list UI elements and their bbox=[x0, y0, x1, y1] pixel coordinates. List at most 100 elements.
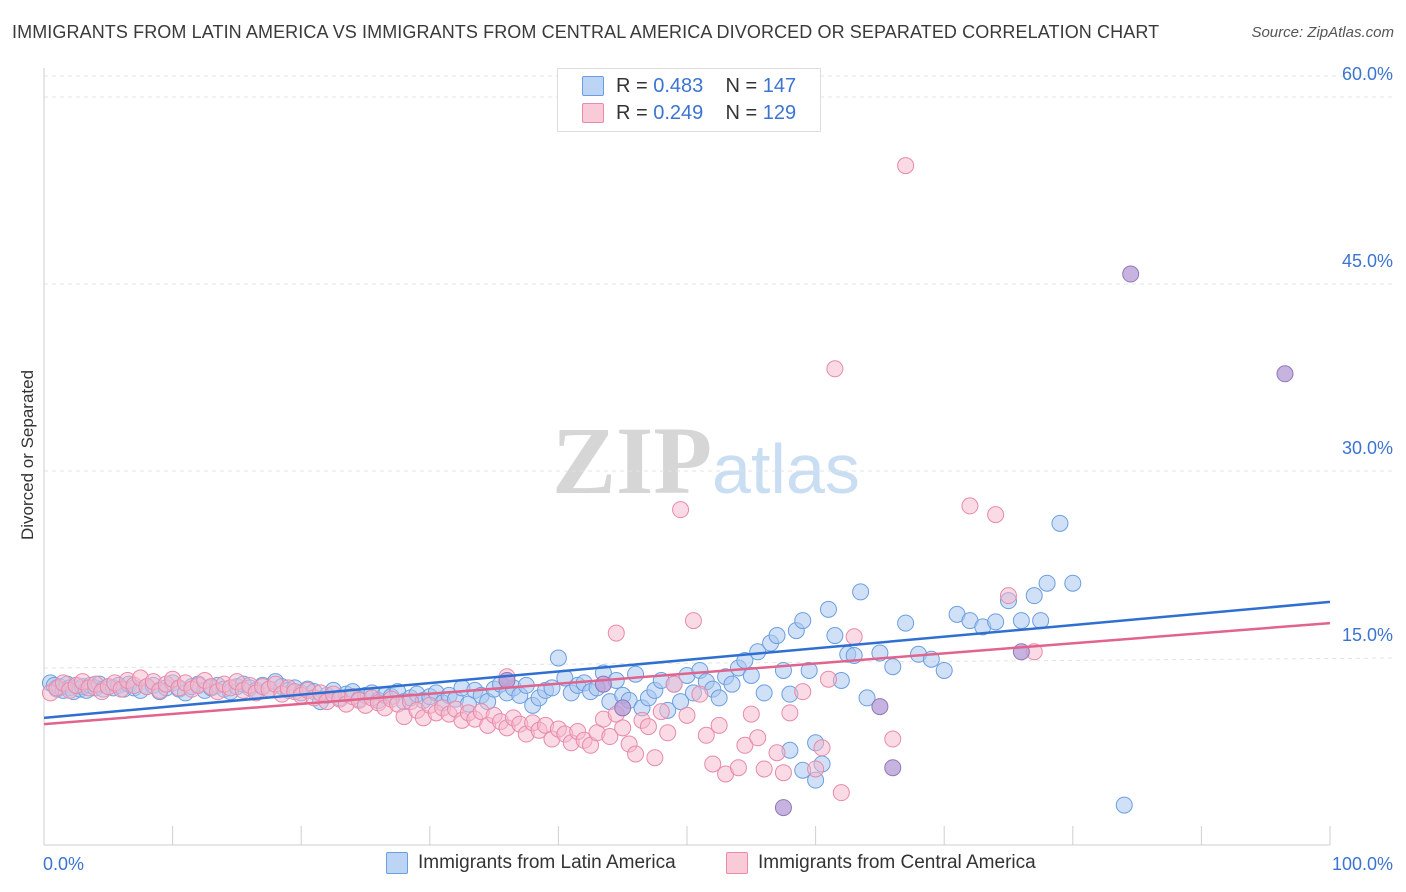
point-central-america bbox=[736, 736, 754, 754]
legend-r-value: 0.249 bbox=[653, 101, 704, 124]
source-credit: Source: ZipAtlas.com bbox=[1251, 24, 1394, 41]
point-central-america bbox=[672, 501, 690, 519]
stats-legend: R = 0.483 N = 147 R = 0.249 N = 129 bbox=[557, 68, 821, 132]
gridline-y bbox=[43, 657, 1396, 669]
point-central-america bbox=[691, 685, 709, 703]
point-central-america bbox=[639, 718, 657, 736]
axes bbox=[43, 68, 1331, 846]
point-central-america bbox=[729, 759, 747, 777]
trend-line-latin-america bbox=[43, 600, 1331, 720]
legend-n-label: N = bbox=[725, 74, 758, 97]
point-latin-america bbox=[723, 675, 741, 693]
legend-row-latin-america: R = 0.483 N = 147 bbox=[582, 73, 796, 99]
point-overlap bbox=[1276, 365, 1294, 383]
point-latin-america bbox=[1038, 574, 1056, 592]
point-central-america bbox=[1000, 587, 1017, 605]
y-tick-label: 60.0% bbox=[1342, 64, 1393, 84]
point-central-america bbox=[807, 760, 825, 778]
legend-r-label: R = bbox=[616, 74, 648, 97]
legend-n-label: N = bbox=[725, 101, 758, 124]
point-central-america bbox=[601, 728, 619, 746]
point-central-america bbox=[768, 744, 786, 762]
legend-item-latin-america: Immigrants from Latin America bbox=[386, 852, 676, 874]
point-latin-america bbox=[852, 583, 870, 601]
point-central-america bbox=[897, 157, 915, 175]
tick-labels: 15.0% 30.0% 45.0% 60.0% 0.0% 100.0% bbox=[43, 64, 1393, 874]
point-central-america bbox=[652, 703, 670, 721]
x-tick-label: 100.0% bbox=[1332, 854, 1393, 874]
point-latin-america bbox=[858, 689, 876, 707]
point-central-america bbox=[627, 745, 645, 763]
point-central-america bbox=[819, 670, 837, 688]
point-central-america bbox=[961, 497, 979, 515]
point-overlap bbox=[1122, 265, 1140, 283]
point-latin-america bbox=[549, 649, 567, 667]
point-latin-america bbox=[794, 612, 812, 630]
point-central-america bbox=[742, 705, 760, 723]
point-central-america bbox=[813, 739, 831, 757]
point-overlap bbox=[614, 699, 632, 717]
point-latin-america bbox=[1025, 587, 1043, 605]
point-central-america bbox=[774, 764, 792, 782]
point-central-america bbox=[659, 724, 677, 742]
point-latin-america bbox=[1115, 796, 1133, 814]
legend-n-value: 147 bbox=[762, 74, 797, 97]
point-central-america bbox=[678, 706, 696, 724]
point-central-america bbox=[697, 726, 715, 744]
x-tick-label: 0.0% bbox=[43, 854, 84, 874]
point-central-america bbox=[884, 730, 902, 748]
point-central-america bbox=[845, 628, 863, 646]
legend-swatch-pink bbox=[582, 103, 604, 123]
y-tick-label: 30.0% bbox=[1342, 438, 1393, 458]
legend-swatch-blue bbox=[386, 852, 408, 874]
legend-r-label: R = bbox=[616, 101, 648, 124]
point-central-america bbox=[832, 784, 850, 802]
point-central-america bbox=[704, 755, 722, 773]
point-latin-america bbox=[627, 665, 645, 683]
point-latin-america bbox=[935, 661, 953, 679]
legend-label: Immigrants from Central America bbox=[758, 852, 1036, 873]
legend-r-value: 0.483 bbox=[653, 74, 704, 97]
series-central-america-points bbox=[41, 157, 1043, 802]
legend-n-value: 129 bbox=[762, 101, 797, 124]
series-legend: Immigrants from Latin America Immigrants… bbox=[0, 852, 1406, 878]
point-latin-america bbox=[884, 658, 902, 676]
point-latin-america bbox=[1051, 514, 1069, 532]
series-latin-america-points bbox=[41, 514, 1133, 814]
watermark: ZIPatlas bbox=[552, 405, 860, 516]
legend-swatch-blue bbox=[582, 76, 604, 96]
point-overlap bbox=[884, 759, 902, 777]
point-latin-america bbox=[819, 600, 837, 618]
legend-swatch-pink bbox=[726, 852, 748, 874]
point-central-america bbox=[987, 506, 1005, 524]
watermark-zip: ZIP bbox=[552, 407, 713, 514]
point-central-america bbox=[826, 360, 844, 378]
point-central-america bbox=[614, 719, 632, 737]
point-central-america bbox=[710, 716, 728, 734]
point-central-america bbox=[646, 749, 664, 767]
point-central-america bbox=[665, 675, 683, 693]
chart-title: IMMIGRANTS FROM LATIN AMERICA VS IMMIGRA… bbox=[12, 22, 1160, 42]
point-central-america bbox=[755, 760, 773, 778]
point-central-america bbox=[684, 612, 702, 630]
point-central-america bbox=[607, 624, 625, 642]
watermark-atlas: atlas bbox=[712, 430, 860, 508]
gridlines bbox=[43, 75, 1396, 669]
point-latin-america bbox=[768, 627, 786, 645]
trend-line-central-america bbox=[43, 621, 1331, 726]
point-latin-america bbox=[987, 613, 1005, 631]
point-latin-america bbox=[672, 693, 690, 711]
legend-row-central-america: R = 0.249 N = 129 bbox=[582, 100, 796, 126]
point-latin-america bbox=[1032, 612, 1050, 630]
point-central-america bbox=[749, 729, 767, 747]
legend-label: Immigrants from Latin America bbox=[418, 852, 676, 873]
y-tick-label: 45.0% bbox=[1342, 251, 1393, 271]
point-latin-america bbox=[755, 684, 773, 702]
point-overlap bbox=[871, 698, 889, 716]
point-latin-america bbox=[710, 689, 728, 707]
point-central-america bbox=[794, 683, 812, 701]
point-latin-america bbox=[826, 627, 844, 645]
point-latin-america bbox=[1012, 612, 1030, 630]
point-central-america bbox=[781, 704, 799, 722]
